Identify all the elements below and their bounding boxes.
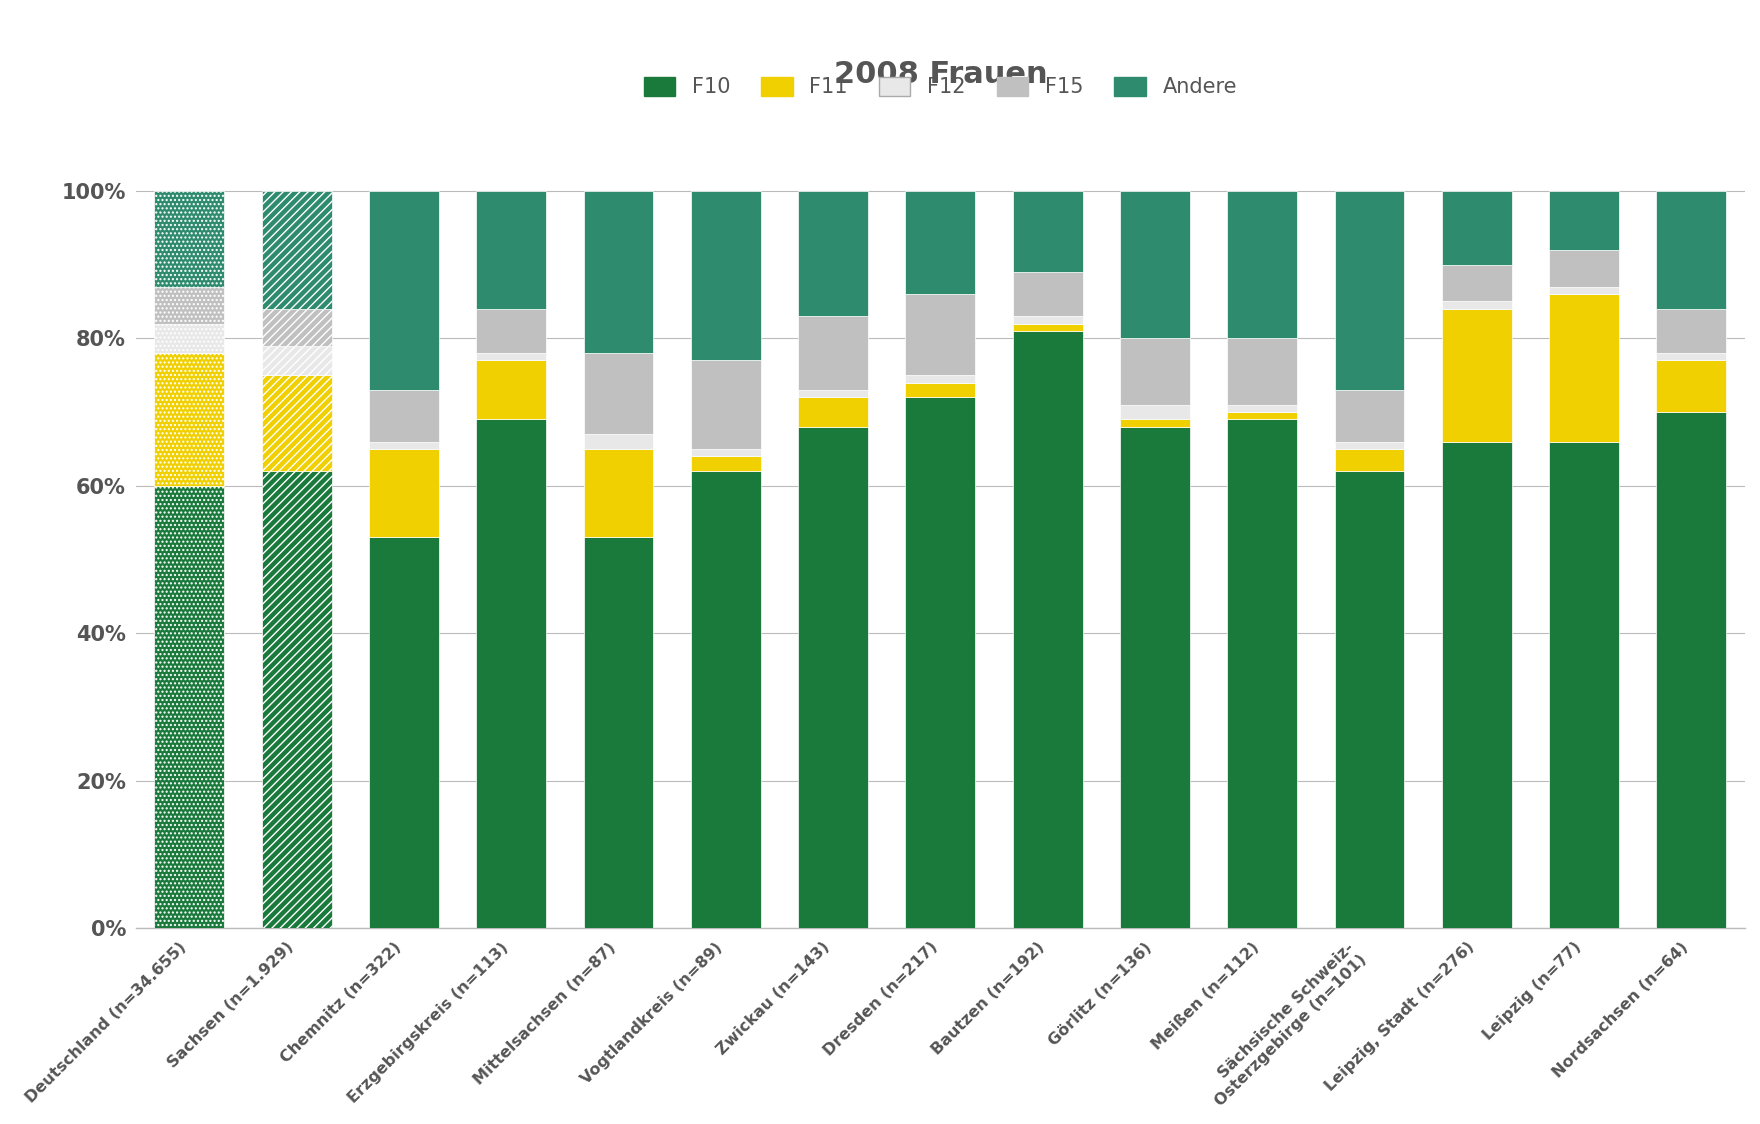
Bar: [692, 448, 760, 456]
Bar: [584, 353, 653, 434]
Bar: [584, 448, 653, 537]
Bar: [1119, 427, 1190, 928]
Bar: [477, 419, 546, 928]
Bar: [584, 537, 653, 928]
Bar: [905, 375, 975, 382]
Bar: [1227, 405, 1297, 413]
Bar: [1656, 353, 1727, 361]
Bar: [155, 191, 224, 287]
Bar: [1656, 361, 1727, 413]
Bar: [1334, 191, 1404, 390]
Bar: [905, 191, 975, 294]
Bar: [1549, 250, 1619, 287]
Bar: [1334, 390, 1404, 442]
Bar: [1119, 191, 1190, 338]
Bar: [1334, 442, 1404, 448]
Bar: [1334, 448, 1404, 471]
Bar: [799, 316, 868, 390]
Bar: [1441, 442, 1512, 928]
Bar: [692, 191, 760, 361]
Bar: [799, 427, 868, 928]
Bar: [1549, 287, 1619, 294]
Bar: [262, 471, 331, 928]
Bar: [1549, 294, 1619, 442]
Bar: [477, 353, 546, 361]
Bar: [262, 191, 331, 309]
Bar: [262, 309, 331, 346]
Bar: [1549, 442, 1619, 928]
Title: 2008 Frauen: 2008 Frauen: [834, 61, 1047, 89]
Bar: [370, 448, 438, 537]
Bar: [1441, 264, 1512, 301]
Bar: [262, 375, 331, 471]
Bar: [1656, 309, 1727, 353]
Bar: [155, 287, 224, 324]
Bar: [692, 456, 760, 471]
Bar: [1441, 191, 1512, 264]
Bar: [370, 537, 438, 928]
Bar: [370, 390, 438, 442]
Bar: [1119, 419, 1190, 427]
Bar: [1227, 338, 1297, 405]
Bar: [1012, 316, 1082, 324]
Bar: [905, 397, 975, 928]
Bar: [1012, 324, 1082, 330]
Bar: [155, 353, 224, 486]
Bar: [477, 309, 546, 353]
Bar: [584, 434, 653, 448]
Bar: [799, 390, 868, 397]
Bar: [905, 294, 975, 375]
Bar: [1227, 419, 1297, 928]
Bar: [799, 397, 868, 427]
Bar: [1549, 191, 1619, 250]
Bar: [1656, 191, 1727, 309]
Bar: [1227, 191, 1297, 338]
Bar: [262, 346, 331, 375]
Bar: [155, 486, 224, 928]
Legend: F10, F11, F12, F15, Andere: F10, F11, F12, F15, Andere: [634, 66, 1248, 108]
Bar: [155, 324, 224, 353]
Bar: [905, 382, 975, 397]
Bar: [477, 361, 546, 419]
Bar: [1012, 330, 1082, 928]
Bar: [692, 471, 760, 928]
Bar: [370, 191, 438, 390]
Bar: [799, 191, 868, 316]
Bar: [692, 361, 760, 448]
Bar: [1441, 309, 1512, 442]
Bar: [370, 442, 438, 448]
Bar: [1119, 405, 1190, 419]
Bar: [1012, 272, 1082, 316]
Bar: [1227, 413, 1297, 419]
Bar: [1656, 413, 1727, 928]
Bar: [1012, 191, 1082, 272]
Bar: [1334, 471, 1404, 928]
Bar: [584, 191, 653, 353]
Bar: [477, 191, 546, 309]
Bar: [1119, 338, 1190, 405]
Bar: [1441, 301, 1512, 309]
